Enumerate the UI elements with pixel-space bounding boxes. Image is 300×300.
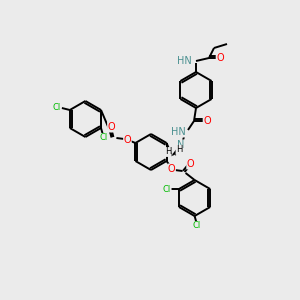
Text: Cl: Cl [193, 221, 201, 230]
Text: Cl: Cl [100, 134, 108, 142]
Text: H: H [165, 148, 171, 157]
Text: O: O [216, 53, 224, 63]
Text: HN: HN [177, 56, 192, 66]
Text: O: O [168, 164, 176, 174]
Text: HN: HN [171, 127, 186, 137]
Text: N: N [177, 140, 185, 150]
Text: H: H [176, 146, 182, 154]
Text: O: O [203, 116, 211, 126]
Text: O: O [187, 159, 194, 169]
Text: O: O [108, 122, 115, 132]
Text: Cl: Cl [163, 184, 171, 194]
Text: O: O [124, 135, 131, 145]
Text: Cl: Cl [53, 103, 61, 112]
